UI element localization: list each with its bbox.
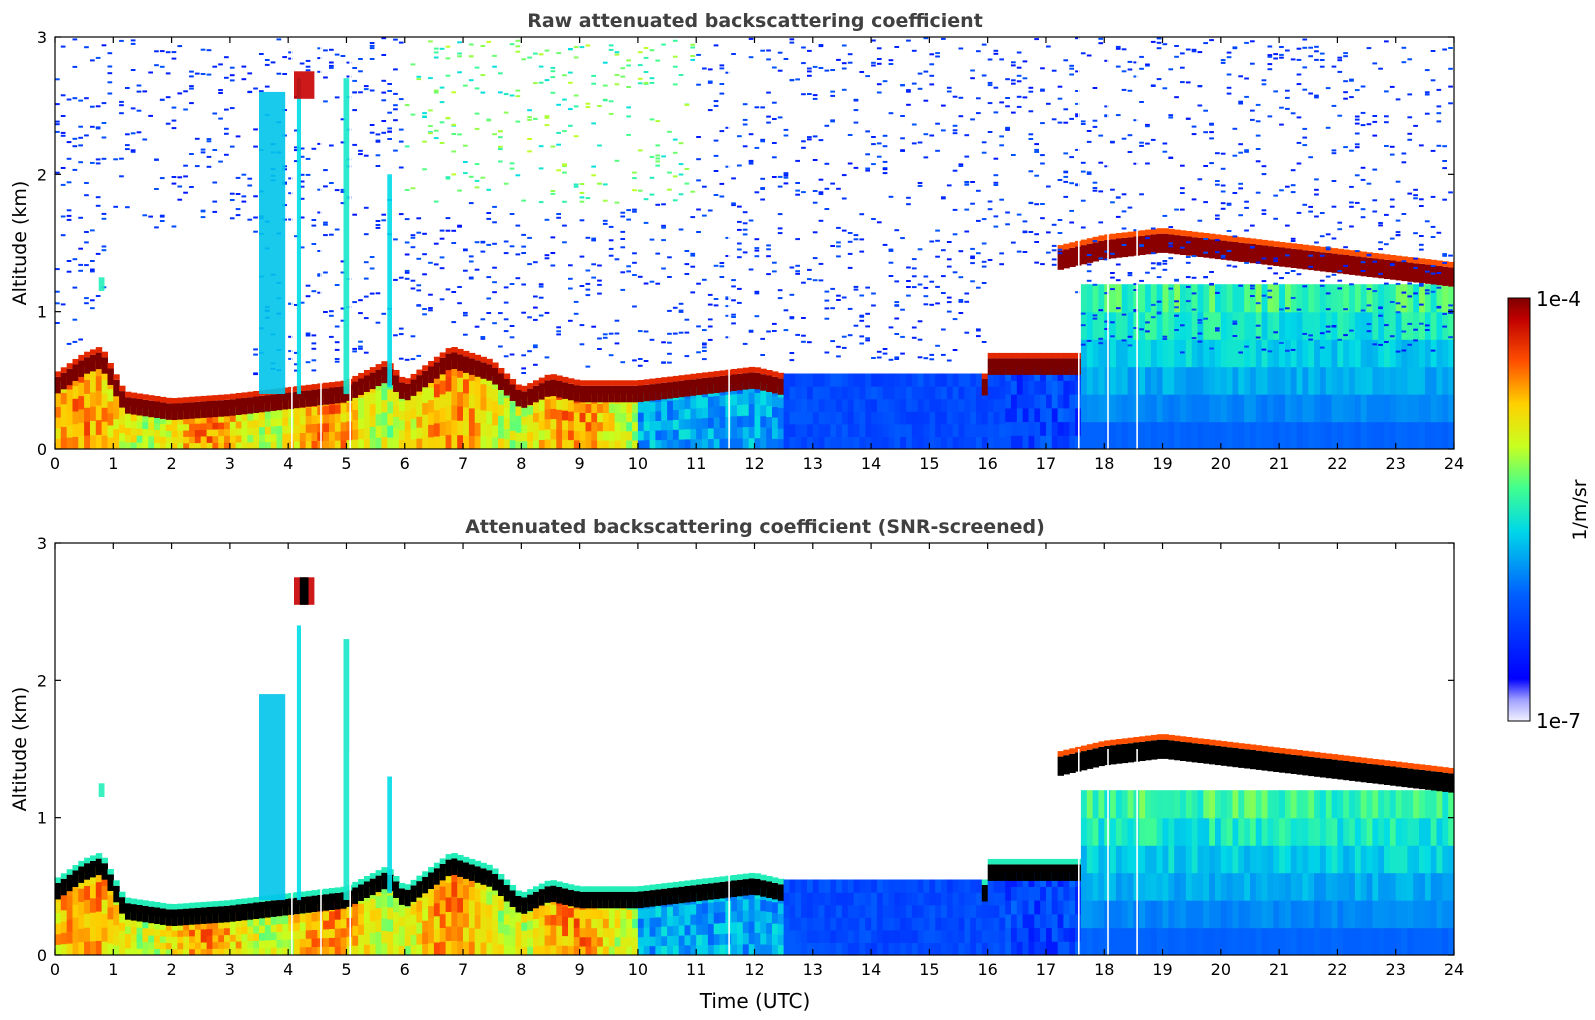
x-ticks: 0 1 2 3 4 5 6 7 8 9 10 11 12 13 14 15 16 17 18 19 20 21 22 23 24 [50,37,1464,473]
heatmap-field [55,37,1454,449]
x-tick-label: 14 [861,960,881,979]
x-tick-label: 4 [283,960,293,979]
y-tick-label: 0 [37,440,47,459]
x-ticks: 0 1 2 3 4 5 6 7 8 9 10 11 12 13 14 15 16 17 18 19 20 21 22 23 24 [50,543,1464,979]
x-tick-label: 22 [1327,960,1347,979]
x-tick-label: 23 [1386,454,1406,473]
x-tick-label: 0 [50,960,60,979]
x-tick-label: 21 [1269,454,1289,473]
x-tick-label: 24 [1444,454,1464,473]
colorbar: 1e-4 1e-7 1/m/sr [1507,287,1591,733]
x-tick-label: 17 [1036,960,1056,979]
x-tick-label: 8 [516,454,526,473]
y-tick-label: 3 [37,28,47,47]
x-tick-label: 20 [1211,960,1231,979]
x-tick-label: 5 [341,960,351,979]
x-tick-label: 20 [1211,454,1231,473]
x-tick-label: 8 [516,960,526,979]
y-ticks: 0 1 2 3 [37,534,1454,965]
y-ticks: 0 1 2 3 [37,28,1454,459]
x-tick-label: 6 [400,454,410,473]
x-axis-label: Time (UTC) [699,989,811,1013]
y-tick-label: 0 [37,946,47,965]
x-tick-label: 19 [1152,454,1172,473]
y-tick-label: 2 [37,671,47,690]
x-tick-label: 11 [686,454,706,473]
x-tick-label: 16 [977,454,997,473]
x-tick-label: 1 [108,454,118,473]
x-tick-label: 10 [628,454,648,473]
x-tick-label: 21 [1269,960,1289,979]
x-tick-label: 19 [1152,960,1172,979]
x-tick-label: 22 [1327,454,1347,473]
x-tick-label: 11 [686,960,706,979]
x-tick-label: 3 [225,454,235,473]
chart-title: Raw attenuated backscattering coefficien… [527,10,983,32]
panel-snr-screened: Attenuated backscattering coefficient (S… [9,516,1464,1013]
x-tick-label: 12 [744,960,764,979]
x-tick-label: 14 [861,454,881,473]
x-tick-label: 17 [1036,454,1056,473]
x-tick-label: 3 [225,960,235,979]
x-tick-label: 15 [919,960,939,979]
x-tick-label: 5 [341,454,351,473]
colorbar-min-label: 1e-7 [1536,709,1581,733]
chart-title: Attenuated backscattering coefficient (S… [465,516,1045,538]
x-tick-label: 18 [1094,454,1114,473]
x-tick-label: 12 [744,454,764,473]
x-tick-label: 10 [628,960,648,979]
x-tick-label: 23 [1386,960,1406,979]
y-tick-label: 1 [37,303,47,322]
x-tick-label: 0 [50,454,60,473]
y-tick-label: 1 [37,809,47,828]
colorbar-max-label: 1e-4 [1536,287,1581,311]
y-axis-label: Altitude (km) [9,181,31,306]
x-tick-label: 15 [919,454,939,473]
y-tick-label: 3 [37,534,47,553]
x-tick-label: 24 [1444,960,1464,979]
heatmap-field [55,577,1454,955]
x-tick-label: 2 [166,454,176,473]
x-tick-label: 1 [108,960,118,979]
x-tick-label: 7 [458,960,468,979]
x-tick-label: 9 [575,960,585,979]
x-tick-label: 18 [1094,960,1114,979]
x-tick-label: 7 [458,454,468,473]
panel-raw: Raw attenuated backscattering coefficien… [9,10,1464,473]
x-tick-label: 13 [803,960,823,979]
y-tick-label: 2 [37,165,47,184]
x-tick-label: 2 [166,960,176,979]
x-tick-label: 9 [575,454,585,473]
x-tick-label: 16 [977,960,997,979]
colorbar-unit-label: 1/m/sr [1569,479,1591,540]
colorbar-gradient [1507,297,1531,722]
y-axis-label: Altitude (km) [9,687,31,812]
x-tick-label: 6 [400,960,410,979]
x-tick-label: 13 [803,454,823,473]
x-tick-label: 4 [283,454,293,473]
